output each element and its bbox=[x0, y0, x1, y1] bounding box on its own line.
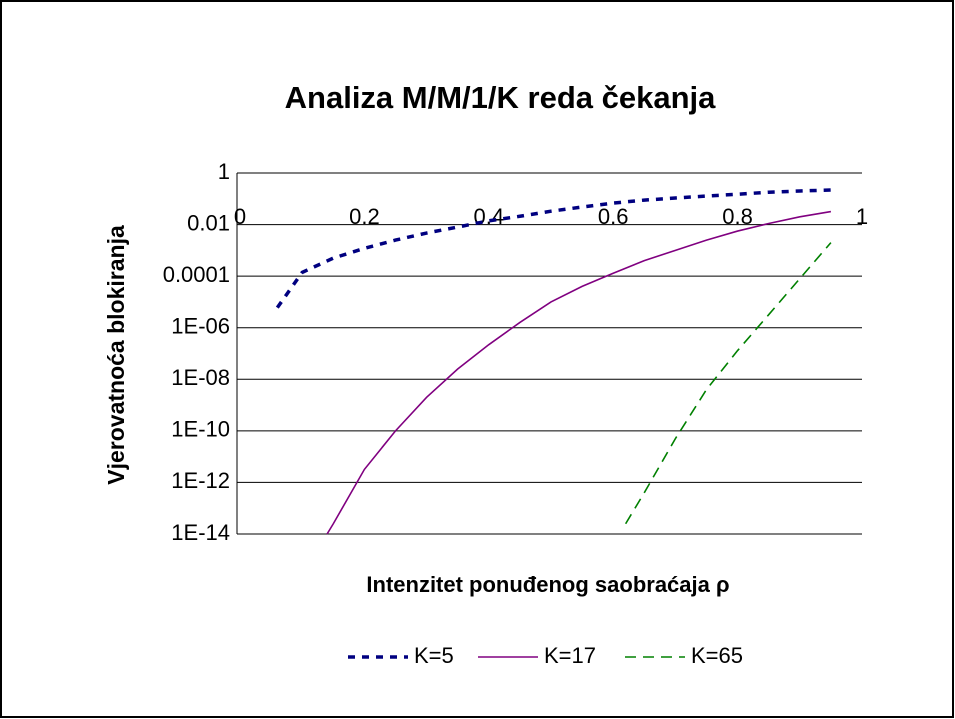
x-tick-label: 0 bbox=[234, 204, 246, 229]
y-tick-label: 1E-12 bbox=[171, 468, 230, 493]
x-tick-label: 1 bbox=[856, 204, 868, 229]
legend-label: K=17 bbox=[544, 643, 596, 668]
x-tick-label: 0.6 bbox=[598, 204, 629, 229]
y-tick-label: 1E-06 bbox=[171, 314, 230, 339]
series-line bbox=[326, 210, 832, 535]
legend-label: K=5 bbox=[414, 643, 454, 668]
series-line bbox=[275, 188, 831, 309]
y-tick-label: 1E-08 bbox=[171, 365, 230, 390]
y-tick-label: 0.01 bbox=[187, 210, 230, 235]
y-tick-label: 1 bbox=[218, 159, 230, 184]
y-tick-label: 0.0001 bbox=[163, 262, 230, 287]
chart-title: Analiza M/M/1/K reda čekanja bbox=[285, 80, 716, 115]
x-tick-label: 0.8 bbox=[722, 204, 753, 229]
series-line bbox=[624, 242, 832, 525]
y-tick-label: 1E-14 bbox=[171, 520, 230, 545]
x-tick-label: 0.2 bbox=[349, 204, 380, 229]
y-tick-label: 1E-10 bbox=[171, 417, 230, 442]
x-axis-label: Intenzitet ponuđenog saobraćaja ρ bbox=[366, 572, 729, 597]
x-tick-label: 0.4 bbox=[474, 204, 505, 229]
y-axis-label: Vjerovatnoća blokiranja bbox=[103, 225, 129, 485]
legend-label: K=65 bbox=[691, 643, 743, 668]
